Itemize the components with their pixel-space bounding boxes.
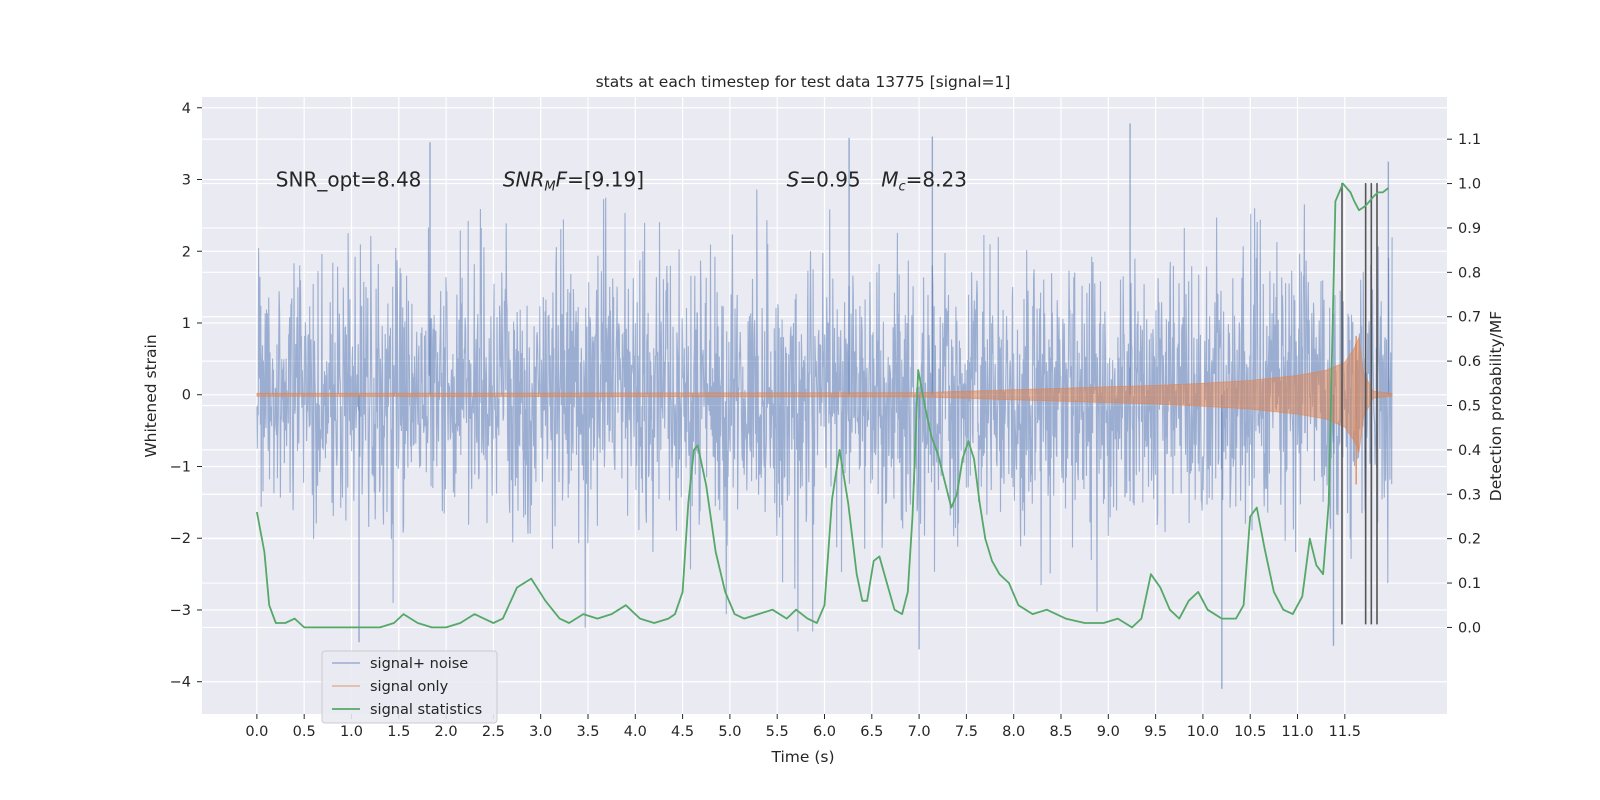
annotation-part: F xyxy=(556,168,568,192)
y-right-tick-label: 0.2 xyxy=(1458,532,1481,548)
y-left-tick-label: −4 xyxy=(170,675,191,691)
y-left-tick-label: −3 xyxy=(170,603,191,619)
y-right-tick-label: 0.1 xyxy=(1458,576,1481,592)
x-tick-label: 5.0 xyxy=(718,724,741,740)
y-axis-right-label: Detection probability/MF xyxy=(1487,311,1505,502)
y-right-tick-label: 0.4 xyxy=(1458,443,1481,459)
x-tick-label: 2.5 xyxy=(482,724,505,740)
y-left-tick-label: 4 xyxy=(182,101,191,117)
x-tick-label: 6.0 xyxy=(813,724,836,740)
annotation-part: M xyxy=(881,168,898,192)
x-axis-label: Time (s) xyxy=(770,748,834,766)
series-signal-only xyxy=(256,335,1393,485)
y-axis-left-label: Whitened strain xyxy=(142,334,160,457)
x-tick-label: 4.5 xyxy=(671,724,694,740)
y-right-tick-label: 0.5 xyxy=(1458,399,1481,415)
y-axis-right-ticks: 0.0 0.1 0.2 0.3 0.4 0.5 0.6 0.7 0.8 0.9 1.0 1.1 xyxy=(1447,132,1481,636)
y-left-tick-label: −2 xyxy=(170,531,191,547)
annotation: SNRMF=[9.19] xyxy=(503,168,644,195)
x-tick-label: 1.5 xyxy=(387,724,410,740)
x-tick-label: 0.0 xyxy=(245,724,268,740)
y-right-tick-label: 0.9 xyxy=(1458,221,1481,237)
x-tick-label: 2.0 xyxy=(435,724,458,740)
vertical-markers xyxy=(1341,183,1378,625)
series-signal-plus-noise xyxy=(256,123,1393,689)
x-tick-label: 11.0 xyxy=(1281,724,1313,740)
x-tick-label: 3.0 xyxy=(529,724,552,740)
x-tick-label: 10.5 xyxy=(1234,724,1266,740)
x-tick-label: 3.5 xyxy=(576,724,599,740)
legend-label-signal-statistics: signal statistics xyxy=(370,702,482,718)
signal-only-envelope xyxy=(256,335,1393,454)
y-right-tick-label: 0.6 xyxy=(1458,354,1481,370)
x-tick-label: 11.5 xyxy=(1329,724,1361,740)
annotation-part: =8.23 xyxy=(906,168,967,192)
x-tick-label: 4.0 xyxy=(624,724,647,740)
x-axis-ticks: 0.0 0.5 1.0 1.5 2.0 2.5 3.0 3.5 4.0 4.5 5.0 5.5 6.0 6… xyxy=(245,714,1361,740)
x-tick-label: 0.5 xyxy=(293,724,316,740)
y-right-tick-label: 1.0 xyxy=(1458,177,1481,193)
y-right-tick-label: 0.3 xyxy=(1458,487,1481,503)
annotations: SNR_opt=8.48 SNRMF=[9.19] S=0.95 Mc=8.23 xyxy=(276,168,967,195)
annotation-part: =[9.19] xyxy=(567,168,644,192)
annotation: Mc=8.23 xyxy=(881,168,967,195)
x-tick-label: 1.0 xyxy=(340,724,363,740)
x-tick-label: 8.5 xyxy=(1049,724,1072,740)
x-tick-label: 7.5 xyxy=(955,724,978,740)
x-tick-label: 5.5 xyxy=(766,724,789,740)
x-tick-label: 7.0 xyxy=(908,724,931,740)
annotation-part: c xyxy=(899,180,906,195)
legend-box xyxy=(321,650,498,724)
legend: signal+ noise signal only signal statist… xyxy=(321,650,498,724)
x-tick-label: 8.0 xyxy=(1002,724,1025,740)
chart-title: stats at each timestep for test data 137… xyxy=(596,73,1011,91)
y-left-tick-label: 2 xyxy=(182,244,191,260)
y-left-tick-label: 1 xyxy=(182,316,191,332)
y-right-tick-label: 0.8 xyxy=(1458,265,1481,281)
y-right-tick-label: 1.1 xyxy=(1458,132,1481,148)
y-right-tick-label: 0.7 xyxy=(1458,310,1481,326)
x-tick-label: 9.0 xyxy=(1097,724,1120,740)
annotation-part: S xyxy=(787,168,800,192)
signal-plus-noise-line xyxy=(256,189,1393,632)
legend-label-signal-only: signal only xyxy=(370,679,449,695)
annotation-part: M xyxy=(544,180,555,195)
x-tick-label: 10.0 xyxy=(1187,724,1219,740)
x-tick-label: 9.5 xyxy=(1144,724,1167,740)
y-right-tick-label: 0.0 xyxy=(1458,620,1481,636)
signal-statistics-line xyxy=(256,182,1389,629)
annotation-part: SNR_opt=8.48 xyxy=(276,168,422,192)
annotation-part: =0.95 xyxy=(799,168,860,192)
legend-label-signal-plus-noise: signal+ noise xyxy=(370,656,468,672)
y-left-tick-label: −1 xyxy=(170,459,191,475)
y-left-tick-label: 0 xyxy=(182,388,191,404)
y-axis-left-ticks: −4 −3 −2 −1 0 1 2 3 4 xyxy=(170,101,202,691)
series-signal-statistics xyxy=(256,182,1389,629)
x-tick-label: 6.5 xyxy=(860,724,883,740)
annotation: S=0.95 xyxy=(787,168,861,192)
annotation: SNR_opt=8.48 xyxy=(276,168,422,192)
y-left-tick-label: 3 xyxy=(182,173,191,189)
annotation-part: SNR xyxy=(503,168,545,192)
